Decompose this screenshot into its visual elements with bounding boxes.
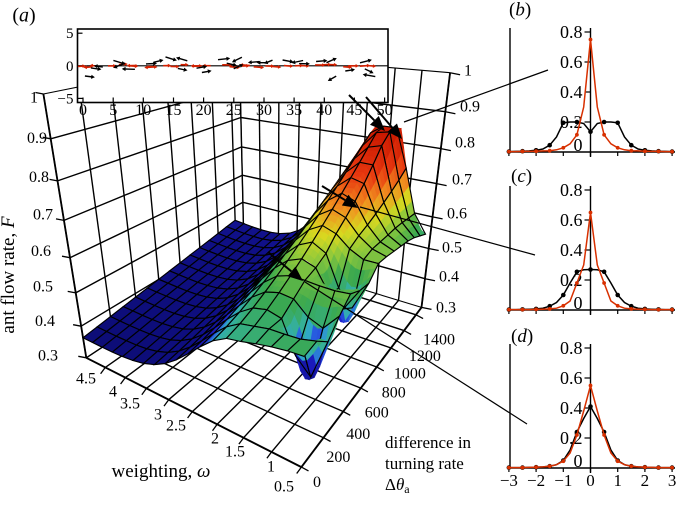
svg-text:0.5: 0.5 bbox=[274, 479, 294, 496]
svg-text:200: 200 bbox=[326, 449, 350, 466]
svg-text:600: 600 bbox=[365, 404, 389, 421]
svg-text:ant flow rate, F: ant flow rate, F bbox=[0, 216, 19, 334]
svg-text:(d): (d) bbox=[511, 326, 533, 347]
svg-text:1200: 1200 bbox=[409, 348, 441, 365]
svg-text:weighting, ω: weighting, ω bbox=[112, 461, 211, 482]
svg-text:50: 50 bbox=[377, 102, 393, 119]
svg-text:−1: −1 bbox=[554, 471, 572, 490]
svg-text:0.8: 0.8 bbox=[29, 169, 49, 186]
svg-text:1000: 1000 bbox=[394, 366, 426, 383]
svg-text:0.6: 0.6 bbox=[560, 368, 583, 388]
svg-text:20: 20 bbox=[196, 102, 212, 119]
svg-text:0: 0 bbox=[574, 451, 583, 471]
svg-text:−5: −5 bbox=[58, 91, 74, 107]
svg-text:3: 3 bbox=[668, 471, 677, 490]
svg-text:5: 5 bbox=[66, 26, 74, 42]
svg-text:0.6: 0.6 bbox=[447, 206, 467, 223]
svg-text:0.6: 0.6 bbox=[31, 243, 51, 260]
svg-text:0.7: 0.7 bbox=[33, 207, 53, 224]
svg-text:0.3: 0.3 bbox=[436, 300, 456, 317]
svg-text:(c): (c) bbox=[511, 166, 532, 187]
svg-text:0.5: 0.5 bbox=[33, 279, 53, 296]
svg-text:0.3: 0.3 bbox=[38, 348, 58, 365]
svg-text:400: 400 bbox=[346, 426, 370, 443]
svg-text:turning rate: turning rate bbox=[385, 454, 464, 473]
svg-text:2.5: 2.5 bbox=[166, 418, 186, 435]
svg-text:800: 800 bbox=[382, 384, 406, 401]
svg-text:0.7: 0.7 bbox=[452, 172, 472, 189]
svg-text:4.5: 4.5 bbox=[76, 371, 96, 388]
svg-text:1: 1 bbox=[613, 471, 622, 490]
svg-text:0.8: 0.8 bbox=[560, 338, 583, 358]
svg-text:0.8: 0.8 bbox=[560, 22, 583, 42]
svg-text:0.4: 0.4 bbox=[560, 240, 583, 260]
svg-text:1400: 1400 bbox=[423, 332, 455, 349]
svg-text:difference in: difference in bbox=[385, 433, 472, 452]
svg-text:4: 4 bbox=[109, 384, 117, 401]
svg-text:(b): (b) bbox=[509, 0, 531, 21]
svg-text:(a): (a) bbox=[12, 5, 35, 27]
svg-text:35: 35 bbox=[286, 102, 302, 119]
svg-text:3: 3 bbox=[154, 407, 162, 424]
svg-text:0.4: 0.4 bbox=[560, 398, 583, 418]
svg-text:0: 0 bbox=[574, 293, 583, 313]
svg-text:0.5: 0.5 bbox=[442, 240, 462, 257]
svg-text:1.5: 1.5 bbox=[225, 444, 245, 461]
svg-text:2: 2 bbox=[641, 471, 650, 490]
svg-text:0.8: 0.8 bbox=[455, 135, 475, 152]
svg-text:40: 40 bbox=[316, 102, 332, 119]
svg-text:10: 10 bbox=[135, 102, 151, 119]
svg-text:−2: −2 bbox=[527, 471, 545, 490]
svg-text:1: 1 bbox=[30, 90, 38, 107]
svg-text:15: 15 bbox=[166, 102, 182, 119]
svg-text:0: 0 bbox=[79, 102, 87, 119]
svg-text:0.4: 0.4 bbox=[35, 313, 55, 330]
svg-text:1: 1 bbox=[267, 459, 275, 476]
svg-text:−3: −3 bbox=[500, 471, 518, 490]
svg-text:0: 0 bbox=[586, 471, 595, 490]
svg-text:0: 0 bbox=[66, 59, 74, 75]
svg-text:2: 2 bbox=[211, 431, 219, 448]
svg-text:0.4: 0.4 bbox=[560, 82, 583, 102]
svg-text:0.6: 0.6 bbox=[560, 210, 583, 230]
svg-text:5: 5 bbox=[109, 102, 117, 119]
svg-text:45: 45 bbox=[346, 102, 362, 119]
svg-text:0: 0 bbox=[313, 474, 321, 491]
svg-text:0.8: 0.8 bbox=[560, 180, 583, 200]
svg-text:0.9: 0.9 bbox=[27, 130, 47, 147]
svg-text:0.4: 0.4 bbox=[439, 269, 459, 286]
svg-text:30: 30 bbox=[256, 102, 272, 119]
svg-text:0.6: 0.6 bbox=[560, 52, 583, 72]
svg-text:25: 25 bbox=[226, 102, 242, 119]
svg-text:3.5: 3.5 bbox=[120, 396, 140, 413]
svg-text:1: 1 bbox=[464, 63, 472, 80]
